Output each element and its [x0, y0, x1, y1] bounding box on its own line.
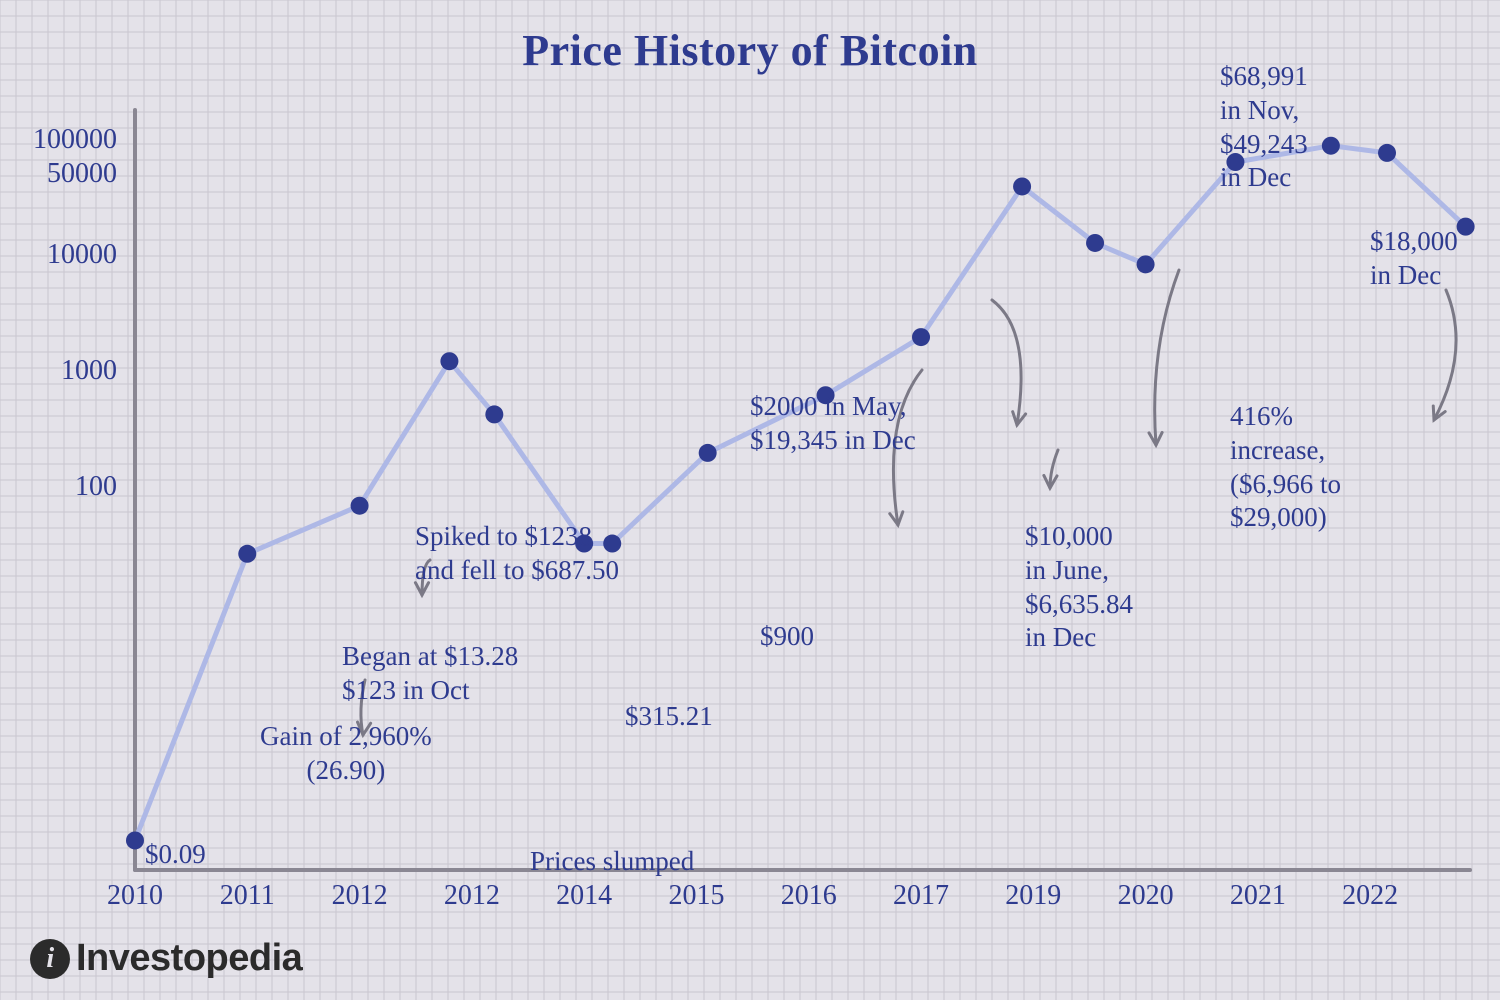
x-tick-label: 2011: [197, 880, 297, 912]
brand-name: Investopedia: [76, 937, 302, 980]
x-tick-label: 2021: [1208, 880, 1308, 912]
annotation: Prices slumped: [530, 845, 694, 879]
x-tick-label: 2012: [422, 880, 522, 912]
annotation: 416% increase, ($6,966 to $29,000): [1230, 400, 1341, 535]
annotation: Spiked to $1238 and fell to $687.50: [415, 520, 619, 588]
y-tick-label: 100000: [0, 124, 117, 156]
annotation: Gain of 2,960% (26.90): [260, 720, 432, 788]
x-tick-label: 2010: [85, 880, 185, 912]
y-tick-label: 100: [0, 471, 117, 503]
y-tick-label: 10000: [0, 239, 117, 271]
annotation: $315.21: [625, 700, 713, 734]
x-tick-label: 2012: [310, 880, 410, 912]
branding: i Investopedia: [30, 937, 302, 980]
y-tick-label: 50000: [0, 158, 117, 190]
x-tick-label: 2016: [759, 880, 859, 912]
annotation: $2000 in May, $19,345 in Dec: [750, 390, 916, 458]
chart-canvas: Price History of Bitcoin i Investopedia …: [0, 0, 1500, 1000]
x-tick-label: 2020: [1096, 880, 1196, 912]
x-tick-label: 2019: [983, 880, 1083, 912]
annotation: Began at $13.28 $123 in Oct: [342, 640, 518, 708]
annotation: $18,000 in Dec: [1370, 225, 1458, 293]
x-tick-label: 2017: [871, 880, 971, 912]
y-tick-label: 1000: [0, 355, 117, 387]
x-tick-label: 2015: [646, 880, 746, 912]
annotation: $10,000 in June, $6,635.84 in Dec: [1025, 520, 1133, 655]
x-tick-label: 2014: [534, 880, 634, 912]
annotation: $0.09: [145, 838, 206, 872]
annotation: $68,991 in Nov, $49,243 in Dec: [1220, 60, 1308, 195]
brand-icon: i: [30, 939, 70, 979]
annotation: $900: [760, 620, 814, 654]
x-tick-label: 2022: [1320, 880, 1420, 912]
